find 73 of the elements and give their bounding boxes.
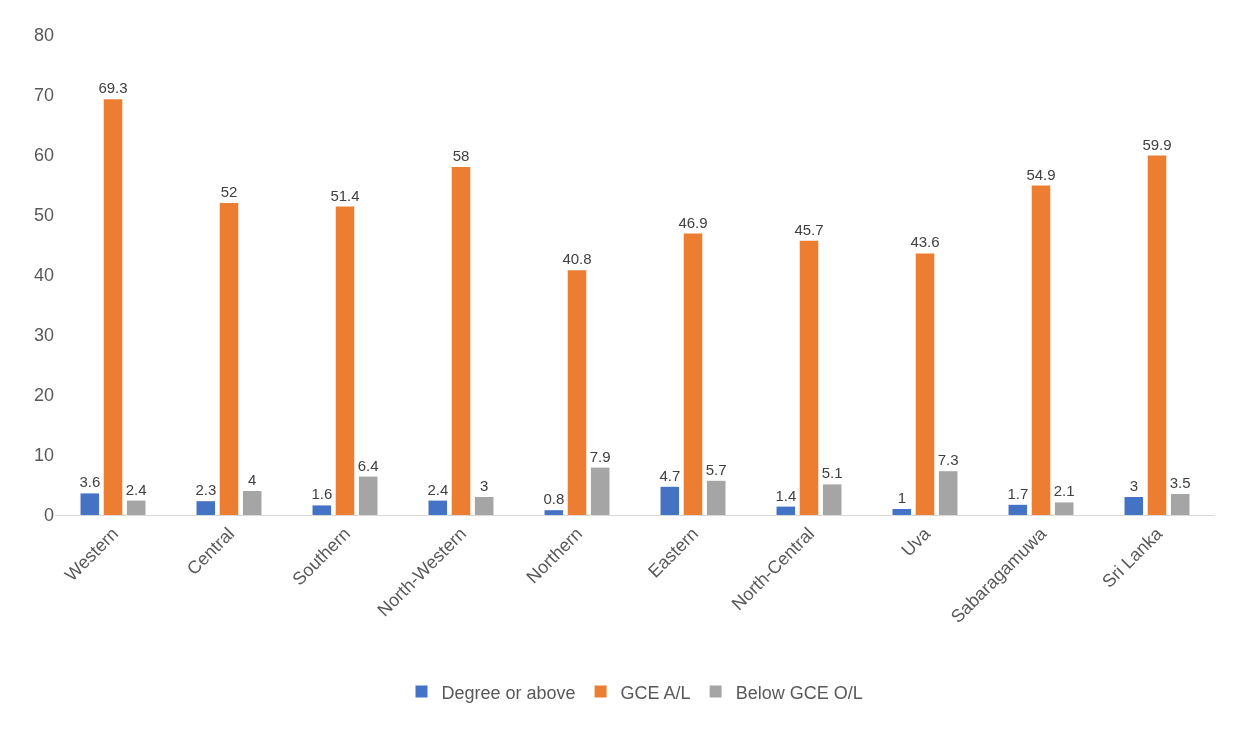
y-tick-label: 50: [33, 205, 54, 226]
bar: [1054, 502, 1074, 515]
bar: [822, 484, 842, 515]
bar: [1031, 185, 1051, 515]
bar: [335, 206, 355, 515]
bar: [242, 491, 262, 515]
y-tick-label: 70: [33, 85, 54, 106]
y-tick-label: 10: [33, 445, 54, 466]
data-label: 3.6: [79, 473, 101, 491]
legend-label: Below GCE O/L: [735, 682, 863, 703]
bar: [706, 480, 726, 515]
data-label: 51.4: [330, 186, 360, 204]
data-label: 1.7: [1007, 484, 1029, 502]
y-tick-label: 80: [33, 25, 54, 46]
bar: [1147, 155, 1167, 515]
bar: [196, 501, 216, 515]
y-tick-label: 20: [33, 385, 54, 406]
bar: [358, 476, 378, 515]
data-label: 69.3: [98, 79, 128, 97]
data-label: 1.6: [311, 485, 333, 503]
bar: [126, 500, 146, 515]
bar: [590, 467, 610, 515]
legend-label: GCE A/L: [620, 682, 691, 703]
y-tick-label: 0: [43, 505, 54, 526]
data-label: 54.9: [1026, 165, 1056, 183]
data-label: 3.5: [1169, 474, 1191, 491]
bar: [103, 99, 123, 515]
data-label: 52: [220, 183, 238, 200]
bar: [1170, 494, 1190, 515]
data-label: 59.9: [1142, 135, 1172, 153]
data-label: 5.1: [821, 464, 843, 482]
data-label: 2.4: [125, 480, 147, 498]
x-tick-label: Uva: [897, 522, 935, 561]
bar: [892, 509, 912, 515]
y-tick-label: 60: [33, 145, 54, 166]
data-label: 58: [452, 147, 470, 164]
y-tick-label: 30: [33, 325, 54, 346]
bar: [660, 486, 680, 515]
bar: [428, 500, 448, 515]
data-label: 2.1: [1053, 482, 1075, 500]
data-label: 7.9: [589, 447, 611, 465]
data-label: 1.4: [775, 486, 797, 504]
bar: [80, 493, 100, 515]
data-label: 45.7: [794, 220, 824, 238]
bar: [799, 240, 819, 515]
data-label: 5.7: [705, 460, 727, 478]
data-label: 4.7: [659, 466, 681, 484]
data-label: 2.3: [195, 481, 217, 499]
legend-label: Degree or above: [441, 682, 576, 703]
data-label: 4: [248, 471, 257, 488]
data-label: 1: [897, 489, 906, 506]
data-label: 0.8: [543, 490, 565, 508]
bar: [915, 253, 935, 515]
bar: [776, 506, 796, 515]
data-label: 43.6: [910, 233, 940, 251]
data-label: 2.4: [427, 480, 449, 498]
bar: [567, 270, 587, 515]
bar: [451, 167, 471, 515]
bar: [474, 497, 494, 515]
bar: [1124, 497, 1144, 515]
data-label: 6.4: [357, 456, 379, 474]
data-label: 3: [480, 477, 489, 494]
data-label: 40.8: [562, 250, 592, 268]
data-label: 46.9: [678, 213, 708, 231]
bar: [938, 471, 958, 515]
data-label: 3: [1129, 477, 1138, 494]
bar: [1008, 504, 1028, 515]
bar: [544, 510, 564, 515]
bar: [683, 233, 703, 515]
y-tick-label: 40: [33, 265, 54, 286]
data-label: 7.3: [937, 451, 959, 469]
bar: [312, 505, 332, 515]
bar: [219, 203, 239, 515]
